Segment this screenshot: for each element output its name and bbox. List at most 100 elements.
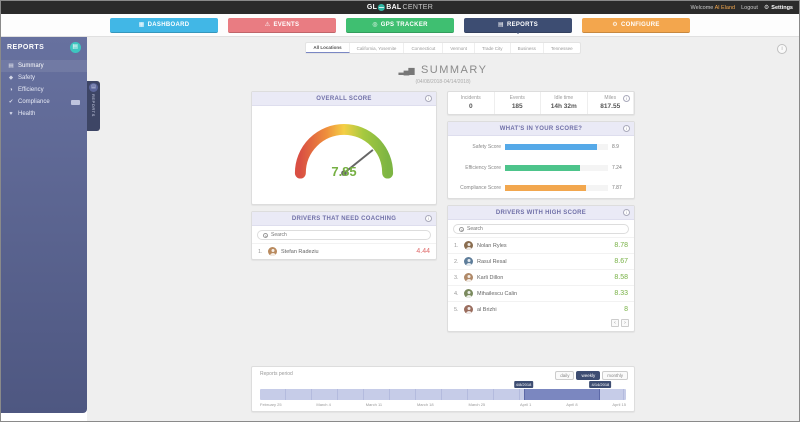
compliance-score-bar bbox=[505, 185, 587, 191]
high-score-row[interactable]: 5. al Brizhi 8 bbox=[448, 301, 634, 317]
compliance-score-row: Compliance Score 7.87 bbox=[455, 185, 627, 191]
tab-location-6[interactable]: Tennessee bbox=[550, 45, 573, 51]
handle-label: REPORTS bbox=[91, 94, 96, 117]
safety-score-row: Safety Score 8.9 bbox=[455, 144, 627, 150]
tab-location-1[interactable]: California, Yosemite bbox=[350, 43, 405, 53]
period-timeline[interactable]: 4/8/2018 4/14/2018 bbox=[260, 381, 626, 400]
date-range: (04/08/2018-04/14/2018) bbox=[415, 79, 471, 85]
efficiency-score-bar bbox=[505, 164, 580, 171]
stat-value: 817.55 bbox=[600, 103, 621, 110]
gear-icon: ⚙ bbox=[763, 5, 770, 11]
high-score-row[interactable]: 2. Rasul Resal 8.67 bbox=[448, 253, 634, 269]
high-score-row[interactable]: 3. Karli Dillon 8.58 bbox=[448, 269, 634, 285]
logo-text-right: CENTER bbox=[402, 4, 434, 11]
settings-link[interactable]: ⚙ Settings bbox=[763, 4, 793, 12]
driver-name: Karli Dillon bbox=[477, 274, 504, 281]
sidebar-menu: ▤ Summary ◆ Safety ◑ Efficiency ✔ Compli… bbox=[1, 60, 87, 120]
period-start-tooltip: 4/8/2018 bbox=[513, 381, 534, 388]
stat-idle-time: Idle time 14h 32m bbox=[541, 92, 588, 114]
nav-events-button[interactable]: ⚠ EVENTS bbox=[228, 17, 336, 33]
info-icon[interactable] bbox=[623, 208, 630, 216]
coaching-row[interactable]: 1. Stefan Radeziu 4.44 bbox=[252, 243, 436, 259]
tab-all-locations[interactable]: All Locations bbox=[306, 43, 350, 53]
topbar-right: Welcome Al Eland Logout ⚙ Settings bbox=[690, 4, 793, 12]
safety-score-value: 8.9 bbox=[612, 144, 619, 150]
page-title: SUMMARY bbox=[420, 64, 488, 76]
summary-icon: ▤ bbox=[8, 63, 14, 69]
avatar bbox=[464, 273, 473, 282]
high-score-header: DRIVERS WITH HIGH SCORE bbox=[448, 206, 634, 220]
period-selection[interactable] bbox=[523, 389, 601, 400]
high-score-search-input[interactable] bbox=[467, 226, 624, 232]
safety-score-bar bbox=[505, 144, 597, 150]
overall-score-header: OVERALL SCORE bbox=[252, 92, 436, 106]
period-title: Reports period bbox=[260, 371, 293, 377]
high-score-row[interactable]: 1. Nolan Ryles 8.78 bbox=[448, 237, 634, 253]
dashboard-icon: ▦ bbox=[138, 22, 145, 28]
stat-value: 14h 32m bbox=[550, 103, 577, 110]
compliance-badge bbox=[71, 99, 80, 105]
high-score-pagination: ‹ › bbox=[448, 317, 634, 331]
stat-incidents: Incidents 0 bbox=[448, 92, 495, 114]
high-score-search-wrap bbox=[448, 220, 634, 237]
avatar bbox=[464, 305, 473, 314]
driver-score: 8.78 bbox=[614, 242, 628, 249]
tab-location-3[interactable]: Vermont bbox=[443, 43, 475, 53]
score-breakdown-card: WHAT'S IN YOUR SCORE? Safety Score 8.9 E… bbox=[447, 121, 635, 199]
sidebar-reports-icon: ▤ bbox=[70, 42, 81, 53]
reports-period-card: Reports period daily weekly monthly 4/8/… bbox=[251, 366, 635, 412]
user-name: Al Eland bbox=[714, 4, 736, 11]
info-icon[interactable] bbox=[425, 94, 432, 102]
globe-icon bbox=[378, 4, 386, 11]
logout-link[interactable]: Logout bbox=[741, 4, 758, 11]
tab-location-2[interactable]: Connecticut bbox=[404, 43, 444, 53]
driver-name: Rasul Resal bbox=[477, 258, 507, 265]
sidebar-collapse-handle[interactable]: ▤ REPORTS bbox=[87, 81, 100, 131]
weekly-button[interactable]: weekly bbox=[576, 371, 601, 380]
sidebar-item-compliance[interactable]: ✔ Compliance bbox=[1, 96, 87, 108]
sidebar-header: REPORTS ▤ bbox=[1, 37, 87, 57]
reports-sidebar: REPORTS ▤ ▤ REPORTS ▤ Summary ◆ Safety ◑… bbox=[1, 37, 100, 413]
bar-chart-icon: ▂▄▆ bbox=[398, 66, 415, 75]
driver-score: 4.44 bbox=[416, 248, 430, 255]
stats-card: Incidents 0 Events 185 Idle time 14h 32m… bbox=[447, 91, 635, 115]
prev-page-button[interactable]: ‹ bbox=[611, 319, 619, 327]
info-icon[interactable] bbox=[623, 124, 630, 132]
sidebar-item-efficiency[interactable]: ◑ Efficiency bbox=[9, 87, 44, 93]
sidebar-item-health[interactable]: ♥ Health bbox=[9, 111, 36, 117]
sidebar-item-safety[interactable]: ◆ Safety bbox=[8, 75, 36, 81]
score-gauge: 7.85 bbox=[252, 106, 436, 204]
driver-score: 8.33 bbox=[614, 290, 628, 297]
high-score-card: DRIVERS WITH HIGH SCORE 1. Nolan Ryles 8… bbox=[447, 205, 635, 332]
monthly-button[interactable]: monthly bbox=[602, 371, 628, 380]
welcome-label: Welcome Al Eland bbox=[690, 4, 736, 11]
main-nav: ▦ DASHBOARD ⚠ EVENTS ◎ GPS TRACKER ▤ REP… bbox=[1, 14, 799, 37]
nav-configure-button[interactable]: ⚙ CONFIGURE bbox=[582, 17, 690, 33]
stat-miles: Miles 817.55 bbox=[588, 92, 634, 114]
coaching-search-input[interactable] bbox=[271, 232, 426, 238]
search-icon bbox=[262, 232, 268, 238]
next-page-button[interactable]: › bbox=[621, 319, 629, 327]
stat-value: 185 bbox=[511, 103, 523, 110]
driver-rank: 1. bbox=[258, 248, 263, 255]
nav-reports-button[interactable]: ▤ REPORTS bbox=[464, 17, 572, 33]
overall-score-card: OVERALL SCORE bbox=[251, 91, 437, 205]
high-score-row[interactable]: 4. Mihailescu Calin 8.33 bbox=[448, 285, 634, 301]
period-buttons: daily weekly monthly bbox=[555, 371, 628, 380]
sidebar-item-summary[interactable]: ▤ Summary bbox=[1, 60, 87, 72]
info-icon[interactable] bbox=[623, 95, 630, 102]
nav-gps-tracker-button[interactable]: ◎ GPS TRACKER bbox=[346, 17, 454, 33]
gauge-arc bbox=[294, 124, 394, 179]
score-breakdown-header: WHAT'S IN YOUR SCORE? bbox=[448, 122, 634, 136]
page-info-button[interactable]: i bbox=[777, 44, 787, 54]
compliance-icon: ✔ bbox=[8, 99, 14, 105]
daily-button[interactable]: daily bbox=[555, 371, 575, 380]
avatar bbox=[268, 247, 277, 256]
tab-location-5[interactable]: Business bbox=[511, 43, 544, 53]
driver-score: 8 bbox=[624, 306, 628, 313]
info-icon[interactable] bbox=[425, 214, 432, 222]
tab-location-4[interactable]: Trade City bbox=[475, 43, 511, 53]
top-bar: GL BAL CENTER Welcome Al Eland Logout ⚙ … bbox=[1, 1, 799, 14]
nav-dashboard-button[interactable]: ▦ DASHBOARD bbox=[110, 17, 218, 33]
safety-icon: ◆ bbox=[8, 75, 14, 81]
